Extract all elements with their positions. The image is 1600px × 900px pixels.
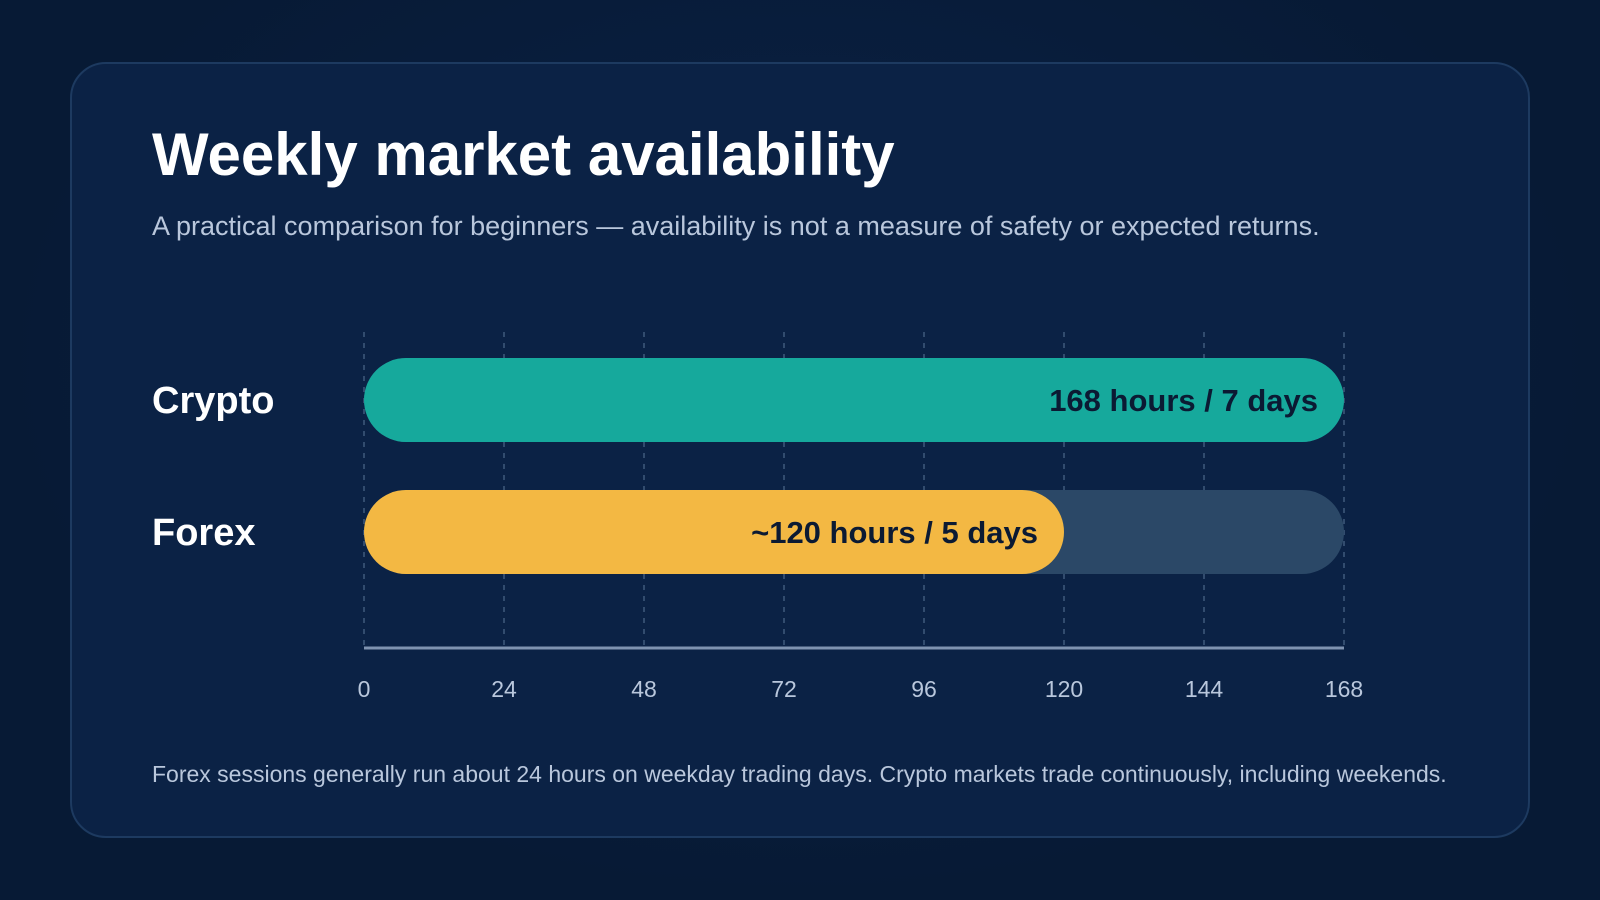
- bar-forex: [364, 490, 1064, 574]
- chart-card: Weekly market availability A practical c…: [70, 62, 1530, 838]
- x-tick-label: 168: [1325, 676, 1363, 702]
- data-label: ~120 hours / 5 days: [751, 515, 1038, 550]
- bar-crypto: [364, 358, 1344, 442]
- category-label: Forex: [152, 512, 255, 554]
- chart-footnote: Forex sessions generally run about 24 ho…: [152, 761, 1447, 787]
- x-axis: 0 24 48 72 96 120 144 168: [358, 646, 1363, 702]
- x-tick-label: 72: [771, 676, 797, 702]
- bars: Crypto 168 hours / 7 days Forex ~120 hours …: [152, 358, 1344, 574]
- x-tick-label: 0: [358, 676, 371, 702]
- x-tick-label: 48: [631, 676, 657, 702]
- x-tick-label: 144: [1185, 676, 1224, 702]
- bar-chart: Crypto 168 hours / 7 days Forex ~120 hours …: [152, 332, 1363, 702]
- chart-subtitle: A practical comparison for beginners — a…: [152, 211, 1320, 241]
- x-tick-label: 120: [1045, 676, 1083, 702]
- category-label: Crypto: [152, 380, 274, 422]
- data-label: 168 hours / 7 days: [1049, 383, 1318, 418]
- chart-title: Weekly market availability: [152, 121, 895, 188]
- x-tick-label: 96: [911, 676, 937, 702]
- x-tick-label: 24: [491, 676, 517, 702]
